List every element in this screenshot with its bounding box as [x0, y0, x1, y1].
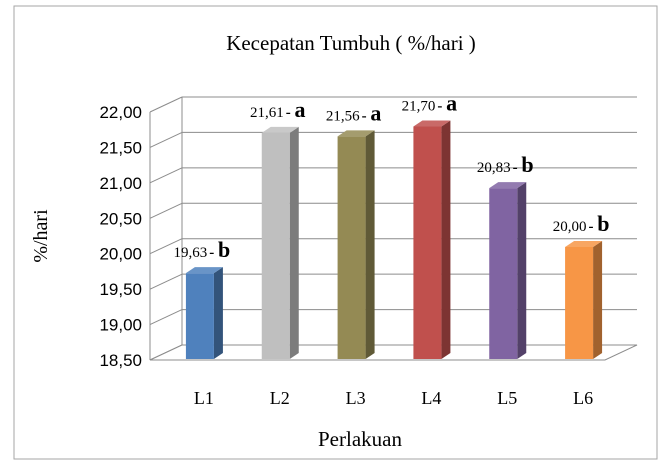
data-value: 19,63	[174, 245, 208, 261]
y-tick-label: 22,00	[99, 103, 142, 122]
x-axis-ticks: L1 L2 L3 L4 L5 L6	[194, 388, 593, 408]
bar-L4	[413, 126, 442, 359]
y-axis-label: %/hari	[30, 209, 52, 263]
x-axis-label: Perlakuan	[318, 427, 402, 451]
floor-plane	[149, 344, 638, 361]
data-label-L6: 20,00- b	[553, 211, 610, 236]
data-value: 20,00	[553, 219, 587, 235]
gridline-diagonal	[149, 273, 183, 290]
bar-top-L3	[337, 130, 375, 137]
bar-top-L2	[261, 126, 299, 133]
data-label-L5: 20,83- b	[477, 152, 534, 177]
data-label-L4: 21,70- a	[402, 91, 458, 116]
y-tick-label: 21,00	[99, 174, 142, 193]
data-separator: -	[588, 219, 597, 235]
bar-top-L6	[565, 240, 603, 247]
gridline-diagonal	[149, 238, 183, 255]
bar-top-L5	[489, 182, 527, 189]
data-value: 21,56	[326, 108, 360, 124]
bar-top-L1	[185, 267, 223, 274]
gridline-diagonal	[149, 202, 183, 219]
y-axis-ticks: 18,50 19,00 19,50 20,00 20,50 21,00 21,50 22,00	[99, 103, 142, 370]
gridline-diagonal	[149, 96, 183, 113]
y-tick-label: 20,50	[99, 209, 142, 228]
significance-letter: b	[521, 152, 533, 177]
bar-L5	[489, 188, 518, 359]
bar-side-L4	[441, 120, 451, 359]
y-tick-label: 18,50	[99, 351, 142, 370]
data-separator: -	[286, 105, 295, 121]
gridline-diagonal	[149, 309, 183, 326]
bars	[185, 120, 603, 360]
x-tick-label: L2	[270, 388, 290, 408]
y-tick-label: 20,00	[99, 245, 142, 264]
bar-L2	[261, 132, 290, 359]
data-value: 21,61	[250, 105, 284, 121]
data-separator: -	[362, 108, 371, 124]
bar-side-L2	[289, 126, 299, 360]
significance-letter: a	[446, 91, 457, 116]
bar-L3	[337, 136, 366, 359]
gridline-diagonal	[149, 167, 183, 184]
significance-letter: a	[295, 97, 306, 122]
gridline-diagonal	[149, 131, 183, 148]
data-label-L3: 21,56- a	[326, 100, 382, 125]
data-label-L1: 19,63- b	[174, 237, 231, 262]
bar-side-L1	[213, 267, 223, 359]
x-tick-label: L3	[346, 388, 366, 408]
x-tick-label: L1	[194, 388, 214, 408]
chart-floor	[149, 344, 638, 361]
bar-top-L4	[413, 120, 451, 127]
data-separator: -	[209, 245, 218, 261]
data-labels: 19,63- b21,61- a 21,56- a 21,70- a20,83- b…	[174, 91, 610, 263]
data-separator: -	[513, 160, 522, 176]
significance-letter: b	[597, 211, 609, 236]
bar-L1	[185, 273, 214, 359]
significance-letter: b	[218, 237, 230, 262]
bar-L6	[565, 246, 594, 359]
bar-side-L6	[593, 240, 603, 359]
chart-title: Kecepatan Tumbuh ( %/hari )	[226, 31, 476, 55]
data-value: 21,70	[402, 99, 436, 115]
x-tick-label: L4	[421, 388, 441, 408]
significance-letter: a	[370, 100, 381, 125]
bar-side-L3	[365, 130, 375, 359]
x-tick-label: L6	[573, 388, 593, 408]
data-label-L2: 21,61- a	[250, 97, 306, 122]
y-tick-label: 19,00	[99, 316, 142, 335]
x-tick-label: L5	[497, 388, 517, 408]
data-value: 20,83	[477, 160, 511, 176]
bar-side-L5	[517, 182, 527, 359]
data-separator: -	[437, 99, 446, 115]
chart-frame	[13, 5, 658, 460]
y-tick-label: 19,50	[99, 280, 142, 299]
y-tick-label: 21,50	[99, 138, 142, 157]
